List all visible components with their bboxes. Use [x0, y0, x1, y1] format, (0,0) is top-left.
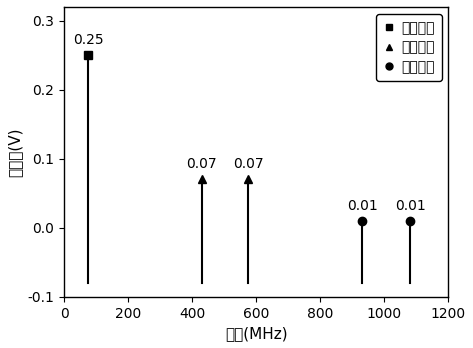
- X-axis label: 频率(MHz): 频率(MHz): [225, 326, 288, 341]
- Text: 0.07: 0.07: [233, 157, 263, 171]
- Legend: 零阶边带, 一阶边带, 二阶边带: 零阶边带, 一阶边带, 二阶边带: [376, 14, 442, 81]
- Text: 0.01: 0.01: [347, 199, 377, 213]
- Text: 0.01: 0.01: [394, 199, 425, 213]
- Y-axis label: 幅度値(V): 幅度値(V): [7, 127, 22, 177]
- Text: 0.25: 0.25: [73, 33, 104, 47]
- Text: 0.07: 0.07: [186, 157, 217, 171]
